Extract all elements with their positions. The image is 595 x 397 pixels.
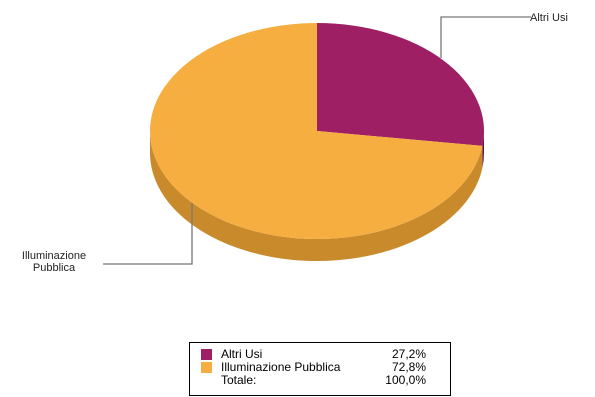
legend-item-altri-usi: Altri Usi 27,2% [201,348,440,361]
pie-slice-altri-usi [317,23,484,146]
legend-swatch-illuminazione-pubblica [201,362,212,373]
callout-label-altri-usi: Altri Usi [530,12,568,24]
legend-value: 72,8% [391,360,426,374]
legend-label: Illuminazione Pubblica [221,360,341,374]
legend-value: 27,2% [391,347,426,361]
pie-chart: Altri Usi Illuminazione Pubblica [22,12,568,274]
callout-line-altri-usi [440,16,531,58]
legend-item-illuminazione-pubblica: Illuminazione Pubblica 72,8% [201,361,440,374]
legend-swatch-altri-usi [201,349,212,360]
legend-total-label: Totale: [221,373,257,387]
legend-total: Totale: 100,0% [201,374,440,387]
legend-total-value: 100,0% [385,373,426,387]
pie-side-illuminazione-pubblica [150,131,483,261]
pie-slice-illuminazione-pubblica [149,23,483,239]
legend: Altri Usi 27,2% Illuminazione Pubblica 7… [189,342,451,396]
legend-label: Altri Usi [221,347,263,361]
pie-side-altri-usi [482,131,484,168]
callout-label-illuminazione-pubblica: Illuminazione Pubblica [22,250,86,274]
callout-line-illuminazione-pubblica [103,203,193,265]
